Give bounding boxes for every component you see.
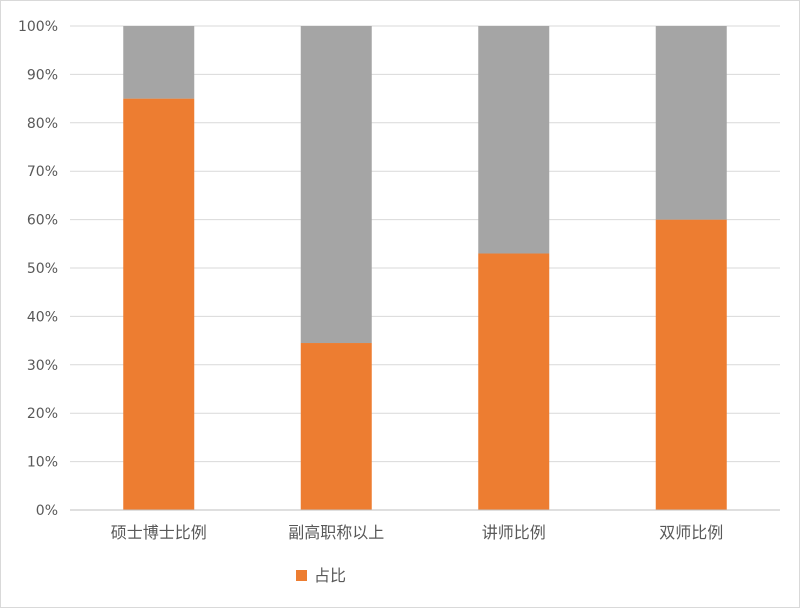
- y-axis-ticks: 0% 10% 20% 30% 40% 50% 60% 70% 80% 90% 100%: [18, 19, 58, 519]
- y-tick-label: 80%: [27, 116, 58, 132]
- bar-segment-remainder: [300, 26, 372, 344]
- x-axis-categories: 硕士博士比例 副高职称以上 讲师比例 双师比例: [111, 523, 724, 542]
- bar-segment-share: [655, 219, 727, 510]
- y-tick-label: 60%: [27, 213, 58, 229]
- legend-swatch: [296, 570, 307, 581]
- y-tick-label: 100%: [18, 19, 58, 35]
- y-tick-label: 10%: [27, 455, 58, 471]
- y-tick-label: 40%: [27, 309, 58, 325]
- legend: 占比: [296, 566, 346, 585]
- y-tick-label: 0%: [36, 503, 58, 519]
- x-category-label: 硕士博士比例: [111, 523, 207, 542]
- legend-label: 占比: [314, 566, 346, 585]
- bar-segment-remainder: [655, 26, 727, 220]
- x-category-label: 副高职称以上: [288, 523, 384, 542]
- bars: [123, 26, 727, 511]
- bar-segment-remainder: [123, 26, 195, 99]
- bar-segment-remainder: [478, 26, 550, 254]
- y-tick-label: 50%: [27, 261, 58, 277]
- bar-segment-share: [300, 343, 372, 510]
- bar-segment-share: [123, 98, 195, 510]
- y-tick-label: 20%: [27, 406, 58, 422]
- x-category-label: 双师比例: [659, 523, 723, 542]
- y-tick-label: 90%: [27, 67, 58, 83]
- bar-segment-share: [478, 253, 550, 511]
- y-tick-label: 30%: [27, 358, 58, 374]
- x-category-label: 讲师比例: [482, 523, 546, 542]
- y-tick-label: 70%: [27, 164, 58, 180]
